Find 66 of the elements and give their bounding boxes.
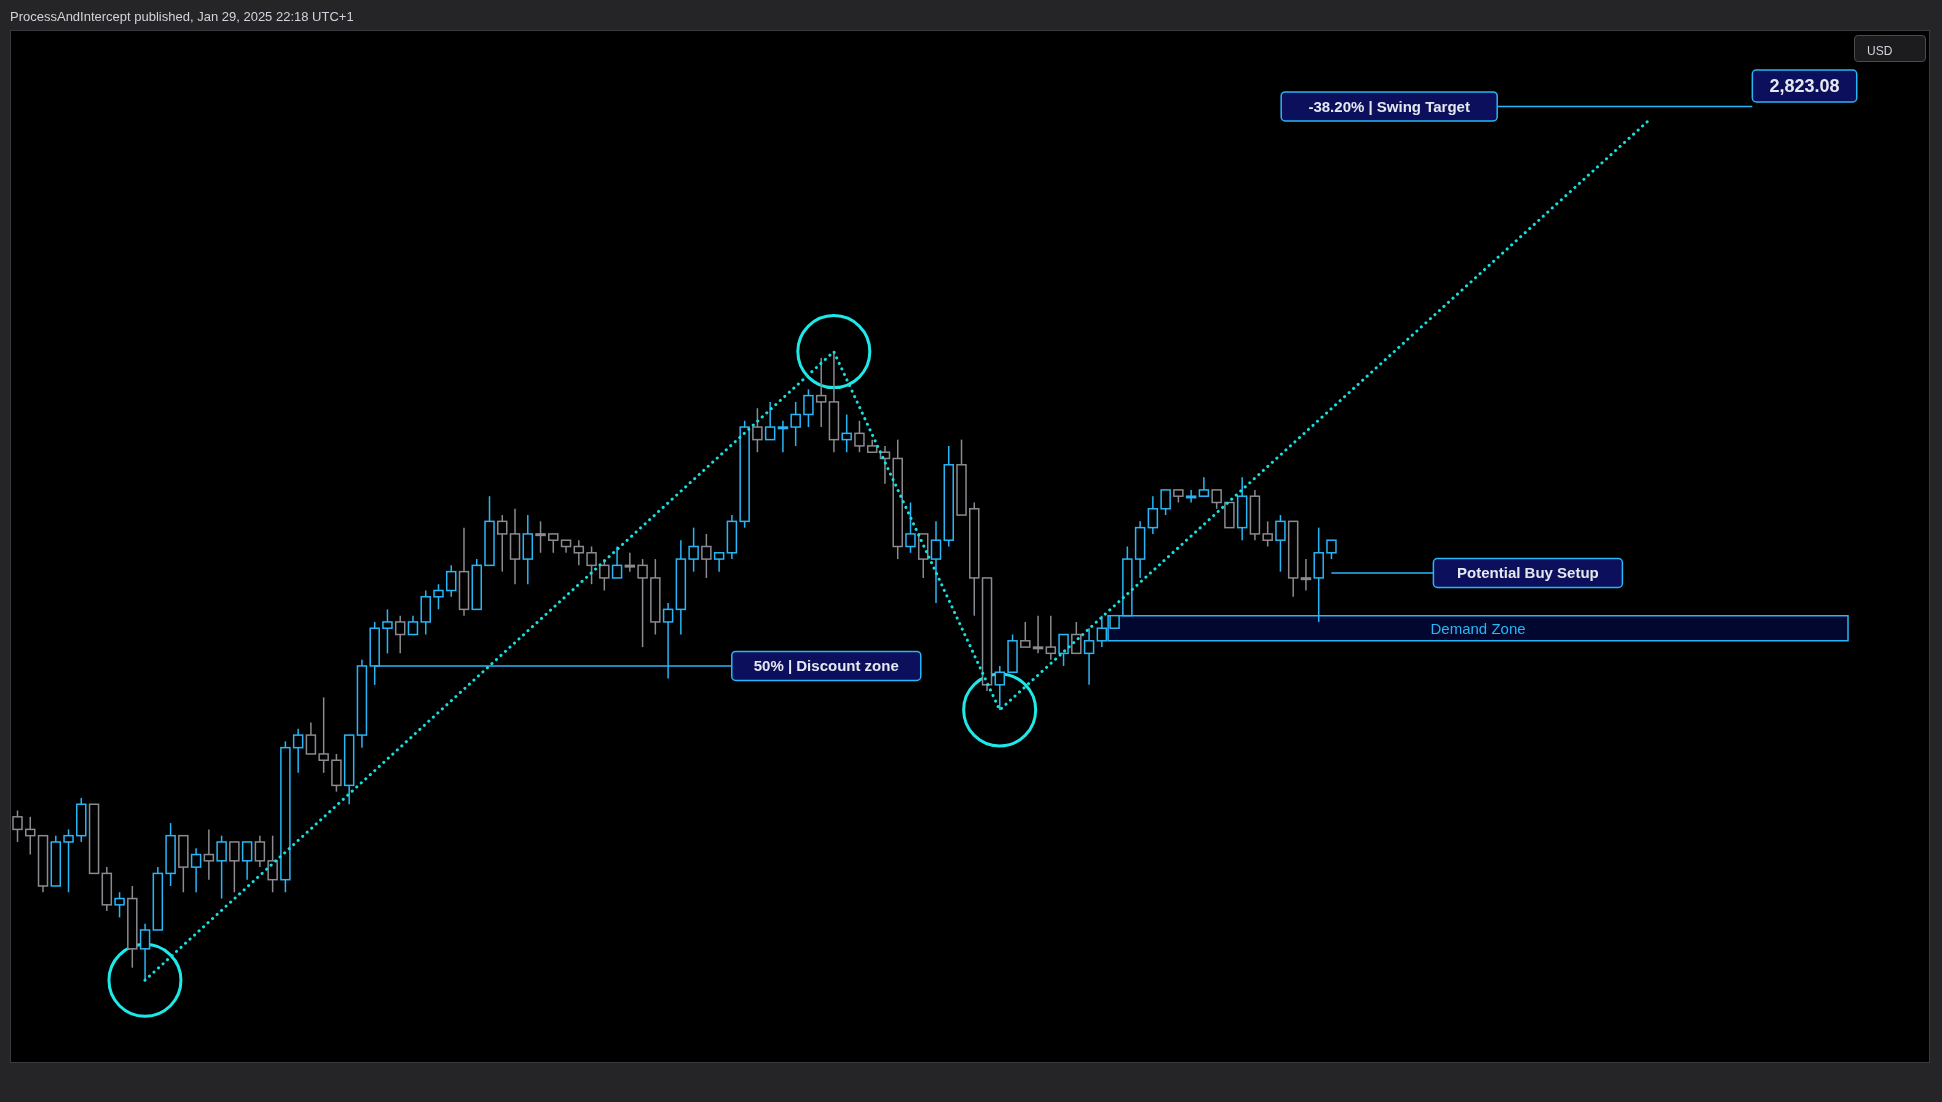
candlestick: [1160, 489, 1171, 516]
candlestick: [203, 828, 215, 881]
candlestick: [394, 614, 406, 655]
candlestick: [637, 558, 648, 648]
candlestick: [254, 834, 266, 868]
candlestick: [1198, 476, 1210, 497]
candlestick: [815, 357, 827, 428]
candlestick: [1275, 514, 1286, 573]
candlestick: [1300, 558, 1312, 592]
candlestick: [433, 583, 444, 611]
candlestick: [1045, 614, 1057, 661]
candlestick: [1071, 621, 1082, 655]
candlestick: [382, 608, 393, 655]
candlestick: [318, 696, 329, 774]
candlestick: [1020, 621, 1031, 648]
candlestick: [777, 420, 789, 453]
candlestick: [25, 816, 36, 856]
candlestick: [701, 533, 712, 579]
candlestick: [1032, 614, 1044, 655]
candlestick: [445, 564, 457, 598]
candlestick: [586, 545, 597, 585]
candlestick: [994, 665, 1006, 711]
chart-title: ProcessAndIntercept published, Jan 29, 2025 22:18 UTC+1: [10, 9, 354, 24]
text: USD: [1867, 44, 1893, 58]
candlestick: [930, 520, 942, 604]
note-box: Potential Buy Setup: [1432, 557, 1624, 589]
candlestick: [292, 728, 304, 774]
candlestick: [139, 922, 151, 982]
candlestick: [1262, 520, 1273, 548]
candlestick: [1211, 489, 1222, 510]
candlestick: [267, 834, 278, 894]
candlestick: [611, 545, 623, 579]
candlestick: [713, 552, 725, 573]
annotation: Potential Buy Setup: [1457, 564, 1599, 582]
candlestick: [764, 401, 776, 441]
candlestick: [114, 891, 125, 919]
band-label: Demand Zone: [1430, 619, 1526, 637]
candlestick: [305, 721, 317, 755]
candlestick: [190, 847, 202, 894]
candlestick: [1185, 489, 1197, 504]
candlestick: [905, 501, 916, 554]
candlestick: [1326, 539, 1337, 560]
candlestick: [535, 520, 546, 554]
candlestick: [63, 828, 74, 894]
label-box: 50% | Discount zone: [731, 650, 922, 682]
candlestick: [1058, 633, 1069, 667]
candlestick: [854, 420, 865, 453]
label-box: -38.20% | Swing Target: [1280, 91, 1498, 122]
candlestick: [548, 533, 559, 554]
candlestick: [1147, 495, 1159, 535]
ref-line-label: -38.20% | Swing Target: [1308, 97, 1470, 115]
candlestick: [624, 552, 636, 573]
candlestick: [241, 841, 253, 881]
candlestick: [407, 614, 419, 636]
candlestick: [790, 401, 801, 447]
candlestick: [803, 388, 814, 428]
candlestick: [216, 834, 227, 900]
candlestick: [688, 526, 699, 573]
ref-line-label: 50% | Discount zone: [753, 657, 899, 675]
candlestick: [229, 841, 240, 894]
candlestick: [497, 514, 508, 573]
candlestick: [573, 539, 585, 567]
candlestick: [1083, 627, 1095, 686]
candlestick: [841, 413, 852, 453]
note-box: 2,823.08: [1751, 69, 1858, 103]
candlestick: [752, 407, 763, 453]
